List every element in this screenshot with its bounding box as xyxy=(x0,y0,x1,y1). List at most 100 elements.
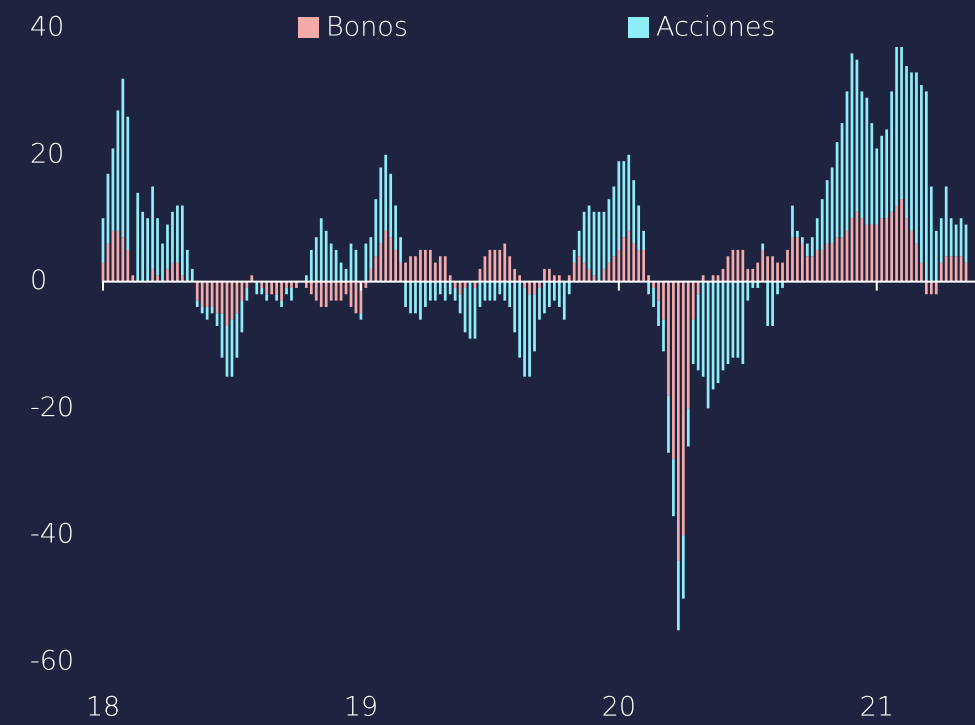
y-tick-label: 40 xyxy=(30,12,64,43)
bar xyxy=(324,281,328,307)
bar xyxy=(696,281,700,295)
bar xyxy=(220,313,224,358)
bar xyxy=(319,218,323,282)
bar xyxy=(374,256,378,282)
bar xyxy=(959,256,963,282)
bar xyxy=(374,199,378,257)
bar xyxy=(910,72,913,231)
bar xyxy=(478,268,482,282)
bar xyxy=(627,230,631,282)
bar xyxy=(944,186,948,257)
bar xyxy=(334,281,338,301)
bar xyxy=(230,319,234,377)
bar xyxy=(409,281,412,314)
bar xyxy=(419,249,422,282)
bar xyxy=(796,237,799,282)
bar xyxy=(399,262,402,282)
bar xyxy=(805,243,809,257)
bar xyxy=(686,281,690,409)
bar xyxy=(815,249,819,282)
bar xyxy=(528,281,531,295)
bar xyxy=(121,78,125,238)
bar xyxy=(662,319,665,352)
bar xyxy=(543,281,546,314)
bar xyxy=(756,262,760,282)
bar xyxy=(667,395,670,453)
bar xyxy=(959,218,963,257)
bar xyxy=(379,243,383,282)
bar xyxy=(180,205,184,276)
bar xyxy=(855,211,859,282)
bar xyxy=(647,281,650,295)
bar xyxy=(185,249,189,282)
bar xyxy=(463,287,467,333)
bar xyxy=(156,275,159,282)
bar xyxy=(895,47,898,206)
bar xyxy=(825,180,829,244)
bar xyxy=(731,249,735,282)
bar xyxy=(929,281,933,295)
bar xyxy=(384,154,388,231)
bar xyxy=(339,281,343,301)
bar xyxy=(860,91,864,219)
bar xyxy=(548,268,551,282)
bar xyxy=(964,224,968,263)
bar xyxy=(111,230,115,282)
bar xyxy=(518,275,522,282)
bar xyxy=(364,281,368,288)
bar xyxy=(438,256,442,282)
bar xyxy=(230,281,234,320)
y-tick-label: -40 xyxy=(30,519,74,550)
bar xyxy=(121,237,125,282)
bar xyxy=(607,262,611,282)
bar xyxy=(880,135,884,219)
bar xyxy=(830,167,834,244)
bar xyxy=(657,300,660,326)
bar xyxy=(126,249,130,282)
bar xyxy=(404,262,407,282)
bar xyxy=(518,281,522,358)
bar xyxy=(766,281,770,326)
bar xyxy=(394,205,398,250)
bar xyxy=(572,249,576,263)
bar xyxy=(166,268,169,282)
bar xyxy=(180,275,184,282)
x-tick-label: 18 xyxy=(86,692,120,723)
bar xyxy=(681,281,685,536)
x-tick-label: 20 xyxy=(602,692,636,723)
bar xyxy=(458,294,462,314)
bar xyxy=(498,281,502,295)
bar xyxy=(855,59,859,212)
bar xyxy=(205,306,209,320)
bar xyxy=(176,205,179,263)
bar xyxy=(642,230,646,250)
bar xyxy=(701,281,705,377)
bar xyxy=(389,237,393,282)
bar xyxy=(870,123,874,225)
bar xyxy=(557,275,561,282)
bar xyxy=(498,249,502,282)
bar xyxy=(414,256,417,282)
bar xyxy=(905,218,908,282)
bar xyxy=(171,262,174,282)
bar xyxy=(796,230,799,238)
bar xyxy=(582,211,586,263)
bar xyxy=(101,262,105,282)
bar xyxy=(701,275,705,282)
bar xyxy=(607,199,611,263)
bar xyxy=(275,294,278,301)
bar xyxy=(240,281,244,301)
bar xyxy=(746,281,750,301)
bar xyxy=(612,256,616,282)
bar xyxy=(270,281,274,295)
bar xyxy=(508,281,512,307)
bar xyxy=(433,262,437,282)
bar xyxy=(513,268,517,282)
bar xyxy=(399,237,402,263)
bar xyxy=(354,281,358,314)
bar xyxy=(428,249,432,282)
bar xyxy=(359,313,363,320)
bar xyxy=(309,281,313,295)
bar xyxy=(344,281,348,295)
